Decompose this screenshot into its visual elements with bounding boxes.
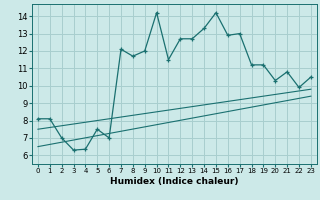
X-axis label: Humidex (Indice chaleur): Humidex (Indice chaleur) bbox=[110, 177, 239, 186]
